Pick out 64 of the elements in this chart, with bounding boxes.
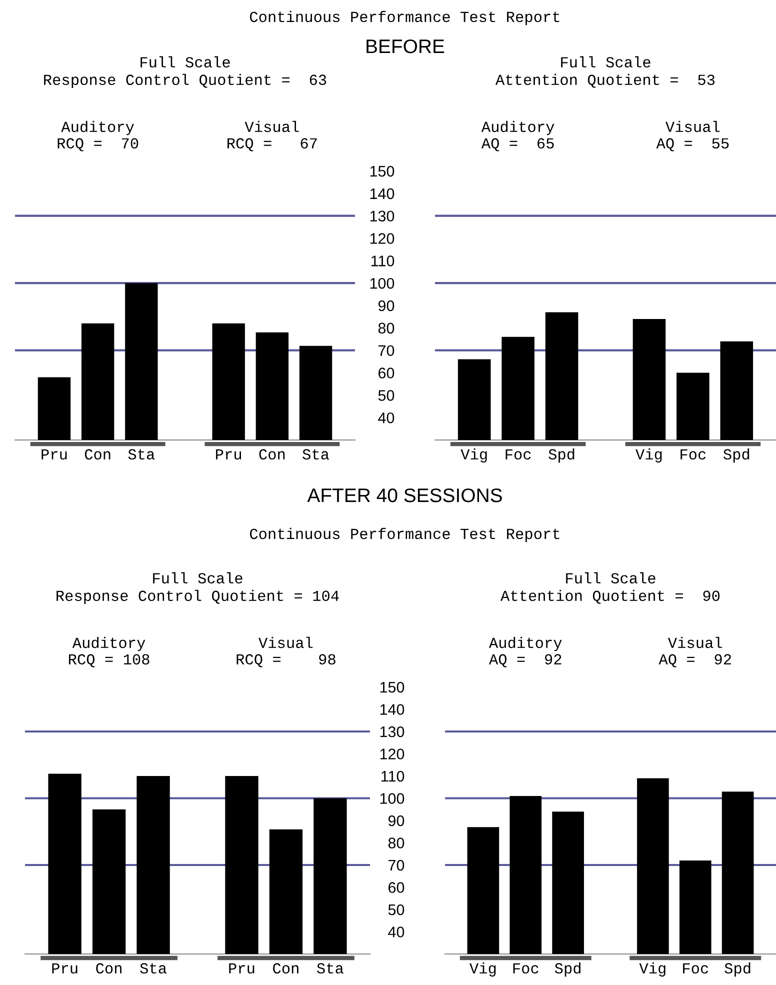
- text: BEFORE: [366, 39, 444, 54]
- y-tick-label: 150: [370, 166, 394, 177]
- y-tick-label: 130: [380, 726, 404, 738]
- y-tick-label: 130: [370, 210, 394, 222]
- x-tick-label: Sta: [317, 963, 344, 974]
- x-tick-label: Spd: [554, 962, 580, 977]
- text: Visual AQ = 92: [658, 636, 731, 668]
- x-tick-label: Spd: [724, 962, 750, 977]
- x-tick-label: Sta: [128, 449, 155, 460]
- text: Auditory AQ = 65: [481, 120, 554, 152]
- y-tick-label: 90: [378, 300, 394, 312]
- x-tick-label: Con: [96, 963, 122, 974]
- y-tick-label: 140: [370, 188, 394, 200]
- chart-title: Full Scale Response Control Quotient = 63: [44, 56, 326, 88]
- x-tick-label: Vig: [470, 962, 496, 977]
- y-tick-label: 60: [388, 882, 404, 893]
- y-tick-label: 100: [380, 793, 404, 804]
- x-tick-label: Vig: [639, 962, 666, 977]
- x-tick-label: Spd: [548, 448, 574, 463]
- text: Auditory RCQ = 70: [58, 120, 138, 152]
- x-tick-label: Sta: [140, 963, 167, 974]
- y-tick-label: 40: [378, 412, 394, 424]
- y-tick-label: 70: [378, 345, 394, 356]
- y-tick-label: 100: [370, 278, 394, 289]
- x-tick-label: Sta: [302, 449, 330, 460]
- text: Visual RCQ = 98: [236, 636, 336, 668]
- text: Auditory RCQ = 108: [68, 636, 150, 668]
- y-tick-label: 60: [378, 368, 394, 378]
- x-tick-label: Pru: [52, 963, 78, 974]
- x-tick-label: Foc: [506, 449, 531, 460]
- chart-title: Full Scale Attention Quotient = 90: [500, 572, 720, 604]
- y-tick-label: 50: [388, 904, 404, 916]
- text: Visual AQ = 55: [656, 120, 729, 152]
- text: Continuous Performance Test Report: [250, 10, 560, 26]
- x-tick-label: Vig: [460, 448, 487, 463]
- x-tick-label: Pru: [229, 963, 254, 974]
- x-tick-label: Foc: [680, 449, 706, 460]
- x-tick-label: Vig: [636, 448, 662, 463]
- y-tick-label: 140: [380, 704, 404, 715]
- text: Auditory AQ = 92: [488, 636, 562, 668]
- y-tick-label: 70: [388, 860, 404, 871]
- y-tick-label: 50: [378, 390, 394, 401]
- chart-title: Full Scale Response Control Quotient = 104: [56, 572, 339, 604]
- x-tick-label: Con: [84, 449, 110, 460]
- x-tick-label: Foc: [513, 963, 538, 974]
- y-tick-label: 120: [370, 233, 394, 244]
- text: Continuous Performance Test Report: [250, 528, 560, 542]
- x-tick-label: Pru: [42, 449, 67, 460]
- x-tick-label: Con: [259, 449, 285, 460]
- text: AFTER 40 SESSIONS: [307, 488, 502, 502]
- y-tick-label: 90: [388, 815, 404, 826]
- x-tick-label: Pru: [216, 449, 242, 460]
- y-tick-label: 110: [372, 256, 394, 266]
- y-tick-label: 110: [382, 770, 404, 782]
- y-tick-label: 80: [378, 322, 394, 334]
- x-tick-label: Spd: [723, 448, 750, 463]
- chart-title: Full Scale Attention Quotient = 53: [495, 56, 715, 88]
- x-tick-label: Foc: [683, 963, 708, 974]
- x-tick-label: Con: [273, 963, 298, 974]
- y-tick-label: 150: [380, 682, 404, 693]
- y-tick-label: 80: [388, 838, 404, 848]
- y-tick-label: 120: [380, 748, 404, 760]
- y-tick-label: 40: [388, 926, 404, 938]
- text: Visual RCQ = 67: [228, 120, 317, 152]
